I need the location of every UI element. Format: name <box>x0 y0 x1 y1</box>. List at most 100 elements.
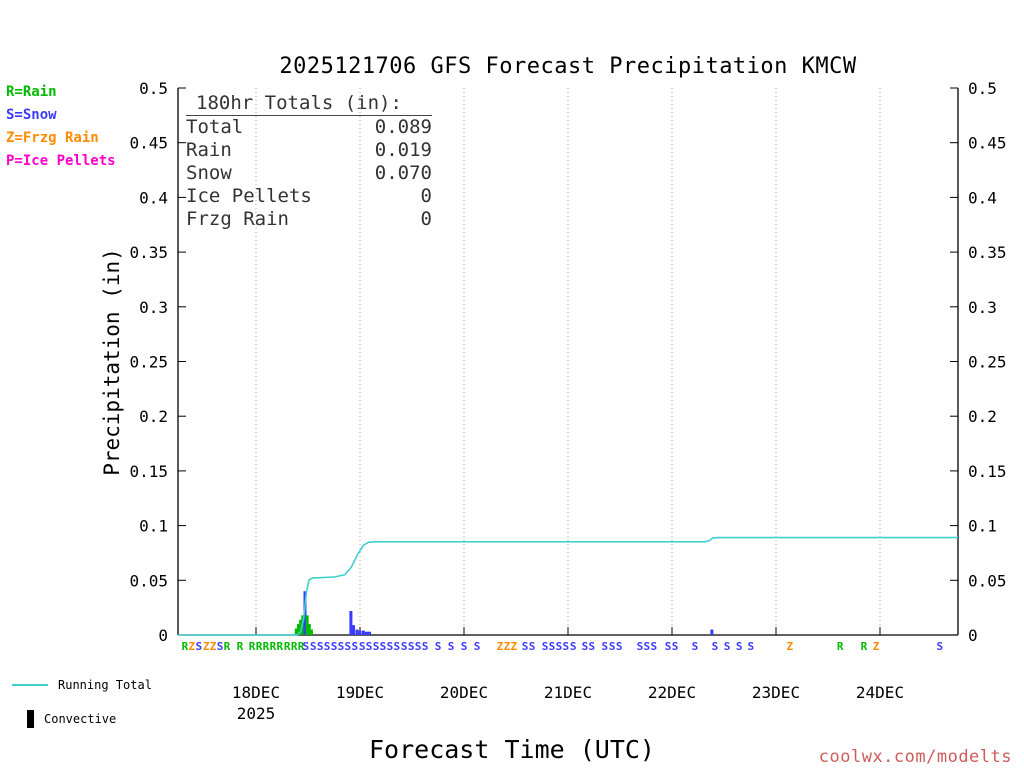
totals-box: 180hr Totals (in): Total 0.089 Rain 0.01… <box>186 92 432 231</box>
precip-type-letter: R <box>291 640 298 653</box>
x-tick-label: 19DEC <box>336 683 384 702</box>
precip-type-letter: R <box>263 640 270 653</box>
precip-type-letter: S <box>748 640 755 653</box>
precip-type-letter: S <box>331 640 338 653</box>
precip-bar <box>355 629 359 635</box>
y-tick-label-left: 0.35 <box>129 243 168 262</box>
precip-type-letter: S <box>522 640 529 653</box>
precip-type-letter: S <box>387 640 394 653</box>
running-total-line <box>178 536 958 636</box>
precip-type-letter: R <box>270 640 277 653</box>
precip-bar <box>710 629 714 635</box>
precip-bar <box>305 615 309 635</box>
precip-type-letter: S <box>408 640 415 653</box>
precip-bar <box>365 631 368 635</box>
x-tick-label: 21DEC <box>544 683 592 702</box>
precip-type-letter: S <box>435 640 442 653</box>
legend-frzg-rain: Z=Frzg Rain <box>6 130 99 146</box>
precip-bar <box>296 624 300 635</box>
precip-type-letter: S <box>644 640 651 653</box>
y-tick-label-left: 0.1 <box>139 517 168 536</box>
precip-type-letter: Z <box>504 640 511 653</box>
y-tick-label-left: 0.25 <box>129 353 168 372</box>
precip-type-letter: R <box>182 640 189 653</box>
precip-type-letter: S <box>303 640 310 653</box>
precip-type-letter: S <box>602 640 609 653</box>
precip-type-letter: R <box>224 640 231 653</box>
x-tick-label: 18DEC <box>232 683 280 702</box>
totals-value: 0 <box>420 208 432 230</box>
precip-bar <box>358 630 362 635</box>
precip-bar <box>309 629 313 635</box>
y-tick-label-left: 0.15 <box>129 462 168 481</box>
precip-bar <box>361 630 365 635</box>
precip-type-letter: R <box>256 640 263 653</box>
running-total-label: Running Total <box>58 678 152 692</box>
precip-type-letter: S <box>345 640 352 653</box>
precip-type-letter: S <box>373 640 380 653</box>
precip-type-letter: S <box>380 640 387 653</box>
y-tick-label-right: 0 <box>968 626 978 645</box>
totals-label: Snow <box>186 162 232 184</box>
precip-type-letter: Z <box>210 640 217 653</box>
series-legend: Running Total Convective <box>10 668 152 736</box>
y-tick-label-left: 0.3 <box>139 298 168 317</box>
precip-type-letter: R <box>861 640 868 653</box>
y-tick-label-right: 0.15 <box>968 462 1007 481</box>
y-tick-label-right: 0.3 <box>968 298 997 317</box>
precip-type-letter: S <box>351 640 358 653</box>
precip-type-letter: S <box>474 640 481 653</box>
totals-label: Ice Pellets <box>186 185 312 207</box>
legend-rain: R=Rain <box>6 84 57 100</box>
precip-type-letter: R <box>837 640 844 653</box>
totals-value: 0.019 <box>374 139 432 161</box>
precip-type-letter: S <box>724 640 731 653</box>
legend-ice-pellets: P=Ice Pellets <box>6 153 116 169</box>
precip-type-letter: S <box>217 640 224 653</box>
precip-type-letter: S <box>359 640 366 653</box>
y-tick-label-right: 0.25 <box>968 353 1007 372</box>
totals-label: Rain <box>186 139 232 161</box>
precip-type-letter: S <box>542 640 549 653</box>
precip-type-legend: R=Rain S=Snow Z=Frzg Rain P=Ice Pellets <box>6 81 116 173</box>
totals-row-ice-pellets: Ice Pellets 0 <box>186 185 432 208</box>
x-tick-label: 20DEC <box>440 683 488 702</box>
precip-type-letter: R <box>277 640 284 653</box>
precip-type-letter: S <box>422 640 429 653</box>
y-tick-label-right: 0.5 <box>968 79 997 98</box>
precip-type-letter: S <box>665 640 672 653</box>
precip-type-letter: S <box>529 640 536 653</box>
precip-bar <box>307 624 311 635</box>
precip-bar <box>352 625 355 635</box>
precip-type-letter: Z <box>873 640 880 653</box>
y-tick-label-right: 0.4 <box>968 188 997 207</box>
x-year-label: 2025 <box>237 704 276 723</box>
y-tick-label-right: 0.45 <box>968 134 1007 153</box>
precip-type-letter: Z <box>511 640 518 653</box>
precip-type-letter: S <box>650 640 657 653</box>
y-tick-label-right: 0.2 <box>968 407 997 426</box>
totals-value: 0.070 <box>374 162 432 184</box>
precip-type-letter: S <box>461 640 468 653</box>
legend-convective: Convective <box>10 702 152 736</box>
running-total-line-swatch <box>12 684 48 686</box>
y-tick-label-right: 0.1 <box>968 517 997 536</box>
precip-type-letter: S <box>589 640 596 653</box>
precip-type-letter: Z <box>787 640 794 653</box>
legend-snow: S=Snow <box>6 107 57 123</box>
precip-type-letter: S <box>415 640 422 653</box>
totals-row-total: Total 0.089 <box>186 116 432 139</box>
precip-type-letter: S <box>556 640 563 653</box>
y-tick-label-left: 0.45 <box>129 134 168 153</box>
watermark-link[interactable]: coolwx.com/modelts <box>818 747 1012 767</box>
precip-type-letter: R <box>298 640 305 653</box>
totals-value: 0 <box>420 185 432 207</box>
precip-type-letter: S <box>692 640 699 653</box>
y-tick-label-left: 0 <box>158 626 168 645</box>
totals-row-snow: Snow 0.070 <box>186 162 432 185</box>
precip-bar <box>294 628 298 635</box>
precip-type-letter: R <box>249 640 256 653</box>
precip-type-letter: Z <box>497 640 504 653</box>
